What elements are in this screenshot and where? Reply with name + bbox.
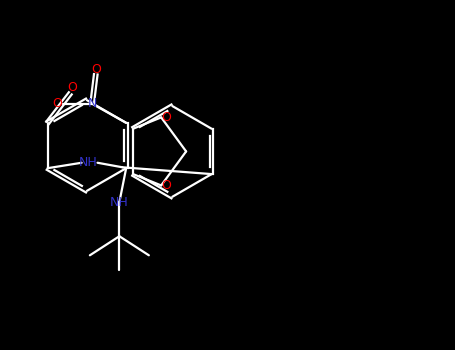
Text: N: N bbox=[87, 97, 97, 110]
Text: NH: NH bbox=[79, 156, 98, 169]
Text: O: O bbox=[68, 82, 77, 95]
Text: O: O bbox=[52, 97, 62, 110]
Text: O: O bbox=[91, 63, 101, 76]
Text: O: O bbox=[162, 179, 172, 192]
Text: NH: NH bbox=[110, 196, 129, 209]
Text: O: O bbox=[162, 111, 172, 124]
